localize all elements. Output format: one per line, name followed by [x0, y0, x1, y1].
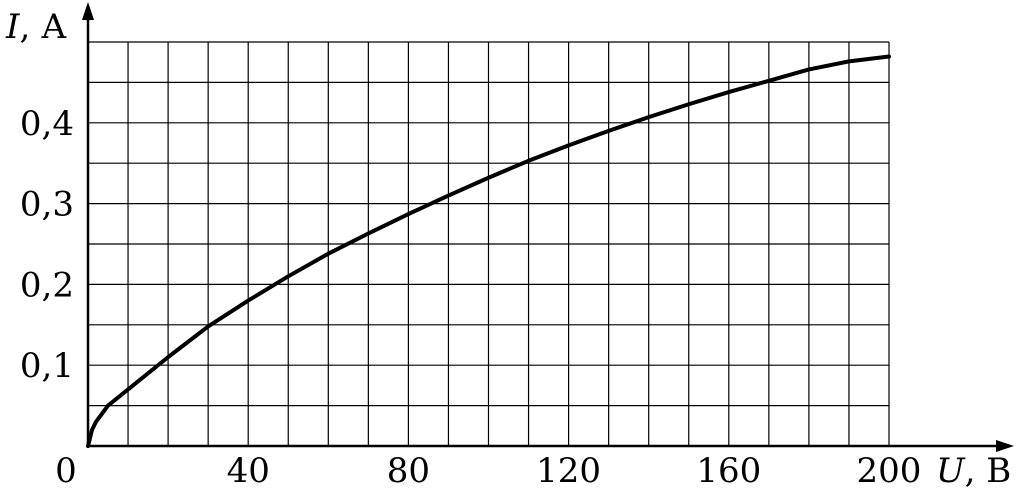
x-axis-arrow — [996, 440, 1014, 452]
y-tick-label: 0,3 — [20, 185, 74, 225]
y-axis-arrow — [82, 2, 94, 20]
x-tick-label: 160 — [696, 451, 761, 491]
grid — [88, 41, 890, 446]
y-tick-label: 0,4 — [20, 104, 74, 144]
series-line — [86, 54, 891, 448]
y-tick-label: 0,2 — [20, 265, 74, 305]
x-axis-label: U, В — [936, 451, 1011, 491]
x-tick-label: 0 — [55, 451, 77, 491]
x-tick-label: 200 — [857, 451, 922, 491]
x-axis-unit: , В — [965, 451, 1012, 491]
y-axis-unit: , А — [19, 7, 67, 47]
tick-labels: 0 40 80 120 160 200 0,1 0,2 0,3 0,4 — [20, 104, 922, 491]
y-axis-symbol: I — [5, 7, 20, 47]
axes — [82, 2, 1014, 452]
x-tick-label: 40 — [227, 451, 270, 491]
y-axis-label: I, А — [5, 7, 67, 47]
y-tick-label: 0,1 — [20, 346, 74, 386]
x-axis-symbol: U — [936, 451, 966, 491]
x-tick-label: 80 — [387, 451, 430, 491]
x-tick-label: 120 — [536, 451, 601, 491]
